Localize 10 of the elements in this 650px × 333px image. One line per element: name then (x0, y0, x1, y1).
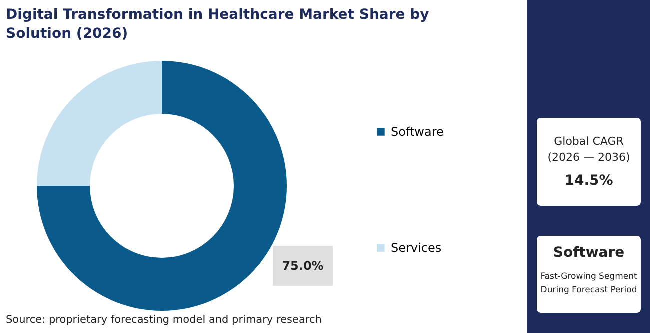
source-note: Source: proprietary forecasting model and primary research (6, 314, 322, 326)
chart-title: Digital Transformation in Healthcare Market Share by Solution (2026) (6, 7, 430, 42)
legend-label: Services (391, 241, 442, 255)
text: Software (553, 245, 625, 261)
text: Fast-Growing Segment During Forecast Period (540, 272, 638, 296)
donut-slice (37, 61, 162, 186)
text: 14.5% (564, 173, 614, 189)
text: Global CAGR (2026 — 2036) (548, 135, 630, 164)
data-label: 75.0% (282, 259, 324, 273)
legend-label: Software (391, 125, 444, 139)
